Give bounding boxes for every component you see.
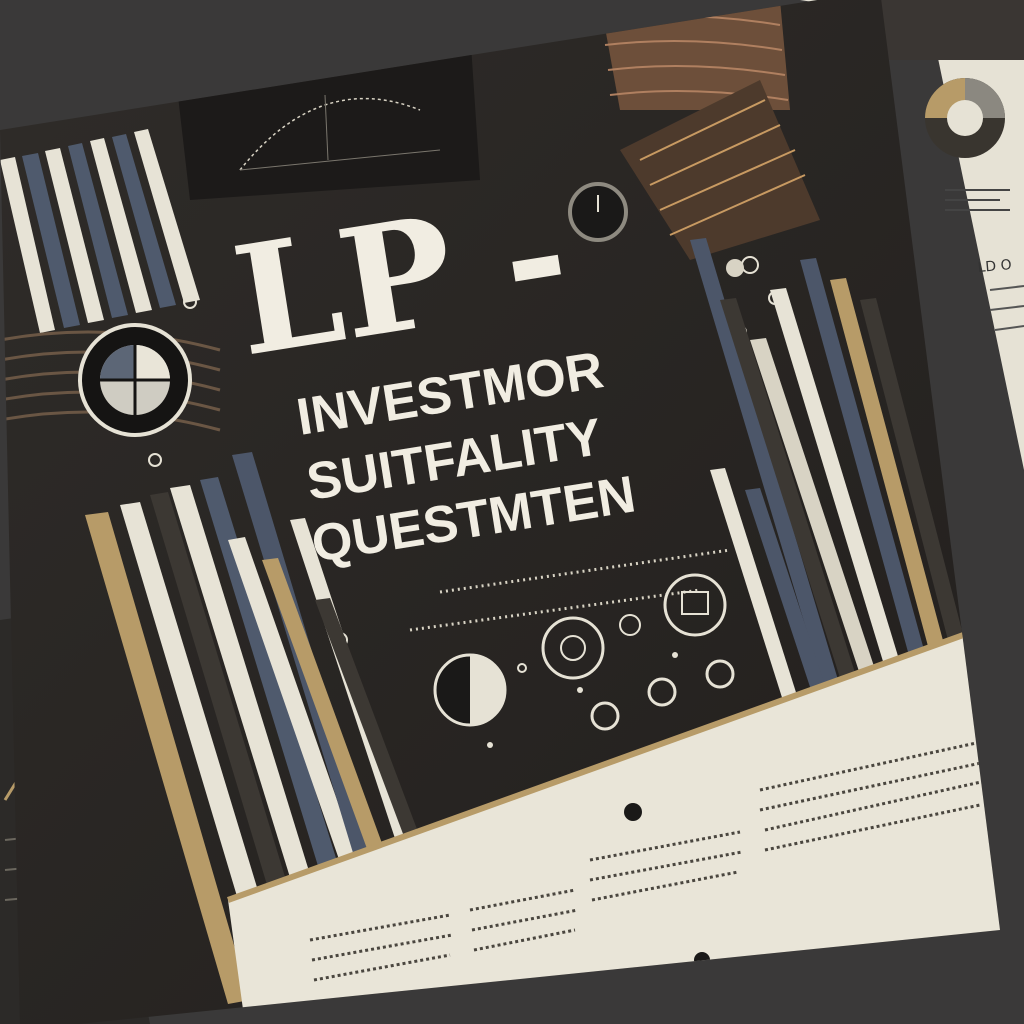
- top-chart-panel: [175, 30, 480, 200]
- gauge-icon: [541, 616, 605, 680]
- right-background-document: LD O: [800, 0, 1024, 470]
- subtitle-placeholder-lines: [409, 548, 731, 632]
- icon-row: [433, 573, 735, 748]
- chart-badge-icon: [663, 573, 727, 637]
- right-stripe-pattern: [690, 238, 980, 722]
- wood-texture-block: [600, 0, 790, 110]
- pie-chart-icon: [433, 653, 507, 727]
- side-doc-heading: LD O: [977, 257, 1012, 276]
- pie-chart-icon: [78, 323, 192, 437]
- bottom-info-panel: [226, 617, 1000, 1024]
- left-stripe-pattern: [0, 129, 200, 333]
- donut-chart-icon: [925, 78, 1005, 158]
